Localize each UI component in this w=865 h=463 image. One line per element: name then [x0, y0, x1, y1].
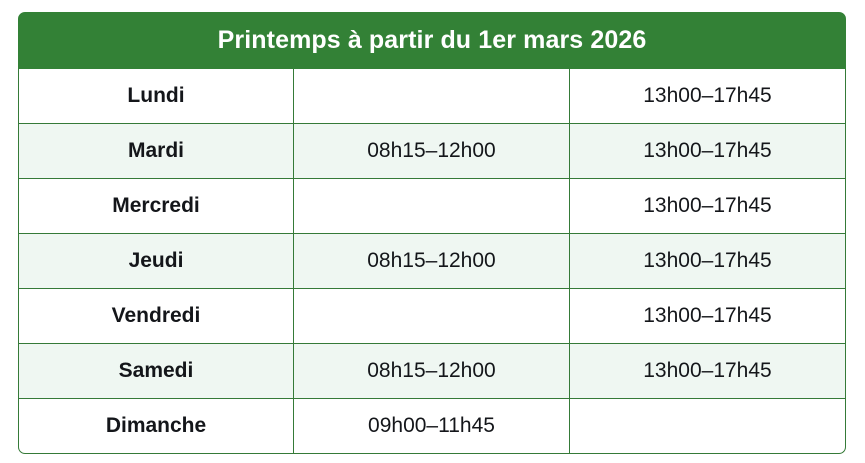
- table-row: Vendredi 13h00–17h45: [18, 289, 846, 344]
- day-label: Mercredi: [18, 179, 294, 234]
- table-row: Lundi 13h00–17h45: [18, 69, 846, 124]
- table-row: Mercredi 13h00–17h45: [18, 179, 846, 234]
- morning-hours: [294, 289, 570, 344]
- table-header-row: Printemps à partir du 1er mars 2026: [18, 12, 846, 69]
- afternoon-hours: 13h00–17h45: [570, 124, 846, 179]
- opening-hours-table: Printemps à partir du 1er mars 2026 Lund…: [18, 12, 846, 454]
- day-label: Samedi: [18, 344, 294, 399]
- day-label: Jeudi: [18, 234, 294, 289]
- day-label: Vendredi: [18, 289, 294, 344]
- morning-hours: 08h15–12h00: [294, 344, 570, 399]
- day-label: Mardi: [18, 124, 294, 179]
- table-row: Mardi 08h15–12h00 13h00–17h45: [18, 124, 846, 179]
- afternoon-hours: [570, 399, 846, 454]
- table-header: Printemps à partir du 1er mars 2026: [18, 12, 846, 69]
- opening-hours-panel: Printemps à partir du 1er mars 2026 Lund…: [18, 12, 846, 454]
- table-row: Samedi 08h15–12h00 13h00–17h45: [18, 344, 846, 399]
- morning-hours: 09h00–11h45: [294, 399, 570, 454]
- afternoon-hours: 13h00–17h45: [570, 289, 846, 344]
- afternoon-hours: 13h00–17h45: [570, 179, 846, 234]
- morning-hours: 08h15–12h00: [294, 234, 570, 289]
- table-row: Dimanche 09h00–11h45: [18, 399, 846, 454]
- table-row: Jeudi 08h15–12h00 13h00–17h45: [18, 234, 846, 289]
- day-label: Lundi: [18, 69, 294, 124]
- afternoon-hours: 13h00–17h45: [570, 234, 846, 289]
- morning-hours: [294, 69, 570, 124]
- table-body: Lundi 13h00–17h45 Mardi 08h15–12h00 13h0…: [18, 69, 846, 454]
- afternoon-hours: 13h00–17h45: [570, 344, 846, 399]
- day-label: Dimanche: [18, 399, 294, 454]
- schedule-title: Printemps à partir du 1er mars 2026: [18, 12, 846, 69]
- afternoon-hours: 13h00–17h45: [570, 69, 846, 124]
- morning-hours: 08h15–12h00: [294, 124, 570, 179]
- morning-hours: [294, 179, 570, 234]
